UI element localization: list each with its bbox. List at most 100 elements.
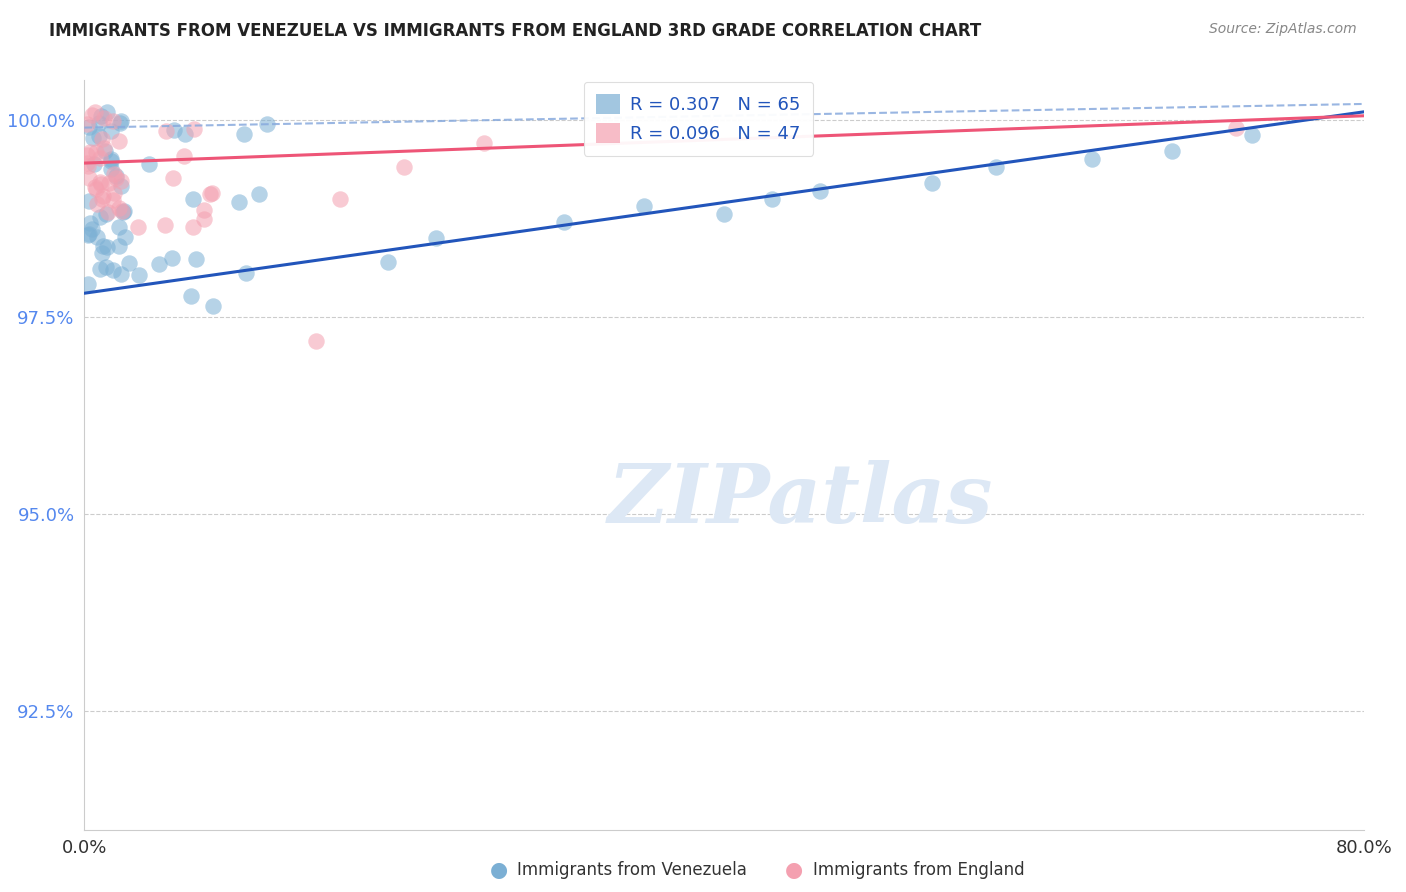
Point (174, 127, 197, 141)
Point (984, 160, 1007, 174)
Point (256, 117, 278, 131)
Point (108, 201, 131, 215)
Point (108, 134, 131, 148)
Text: IMMIGRANTS FROM VENEZUELA VS IMMIGRANTS FROM ENGLAND 3RD GRADE CORRELATION CHART: IMMIGRANTS FROM VENEZUELA VS IMMIGRANTS … (49, 22, 981, 40)
Point (117, 255, 139, 269)
Text: Immigrants from England: Immigrants from England (813, 861, 1025, 879)
Point (394, 160, 416, 174)
Point (77, 159, 100, 173)
Point (138, 157, 160, 171)
Point (553, 215, 575, 229)
Point (1161, 145, 1184, 159)
Point (160, 251, 183, 265)
Point (235, 266, 257, 280)
Point (329, 192, 352, 206)
Point (89, 261, 111, 276)
Point (98, 176, 121, 190)
Point (86, 182, 108, 196)
Text: ZIPatlas: ZIPatlas (609, 460, 994, 540)
Point (91, 132, 114, 146)
Point (173, 149, 195, 163)
Point (76, 228, 98, 243)
Point (193, 203, 215, 218)
Point (91, 245, 114, 260)
Point (108, 116, 131, 130)
Point (425, 231, 447, 245)
Point (1240, 128, 1263, 143)
Point (114, 230, 136, 244)
Point (84, 105, 107, 120)
Point (100, 124, 122, 138)
Point (100, 152, 122, 166)
Point (103, 167, 125, 181)
Point (249, 186, 271, 201)
Point (94, 260, 117, 274)
Point (181, 220, 204, 235)
Point (89, 175, 111, 189)
Point (198, 186, 221, 201)
Point (377, 254, 399, 268)
Point (305, 334, 328, 348)
Point (79, 145, 101, 160)
Point (77, 194, 100, 209)
Point (808, 184, 831, 198)
Point (201, 299, 224, 313)
Point (184, 252, 207, 267)
Point (93, 111, 115, 125)
Point (77, 171, 100, 186)
Text: Immigrants from Venezuela: Immigrants from Venezuela (517, 861, 747, 879)
Point (100, 162, 122, 177)
Point (86, 229, 108, 244)
Point (82, 108, 104, 122)
Point (1225, 120, 1247, 135)
Point (193, 211, 215, 226)
Point (87, 128, 110, 143)
Point (93, 141, 115, 155)
Point (103, 186, 125, 200)
Point (100, 153, 122, 168)
Point (96, 105, 118, 120)
Point (94, 207, 117, 221)
Point (713, 207, 735, 221)
Point (89, 151, 111, 165)
Point (101, 193, 124, 207)
Point (1081, 152, 1104, 166)
Point (180, 289, 202, 303)
Point (90, 177, 112, 191)
Point (163, 123, 186, 137)
Point (112, 204, 135, 219)
Point (82, 130, 104, 145)
Point (77, 277, 100, 292)
Point (76, 117, 98, 131)
Point (110, 179, 132, 194)
Text: ●: ● (786, 860, 803, 880)
Text: Source: ZipAtlas.com: Source: ZipAtlas.com (1209, 22, 1357, 37)
Point (76, 148, 98, 162)
Point (181, 193, 204, 207)
Point (183, 122, 205, 136)
Point (77, 120, 100, 134)
Point (108, 238, 131, 252)
Point (87, 116, 110, 130)
Point (162, 170, 184, 185)
Point (155, 124, 177, 138)
Point (91, 192, 114, 206)
Point (93, 144, 115, 158)
Legend: R = 0.307   N = 65, R = 0.096   N = 47: R = 0.307 N = 65, R = 0.096 N = 47 (583, 82, 814, 156)
Point (633, 199, 655, 213)
Point (105, 171, 128, 186)
Point (110, 267, 132, 281)
Point (77, 227, 100, 241)
Point (76, 156, 98, 170)
Point (83, 157, 105, 171)
Point (127, 220, 149, 235)
Point (79, 216, 101, 230)
Point (761, 192, 783, 206)
Point (921, 176, 943, 190)
Point (128, 268, 150, 283)
Point (90, 109, 112, 123)
Point (110, 114, 132, 128)
Point (89, 210, 111, 224)
Point (103, 262, 125, 277)
Point (155, 218, 177, 232)
